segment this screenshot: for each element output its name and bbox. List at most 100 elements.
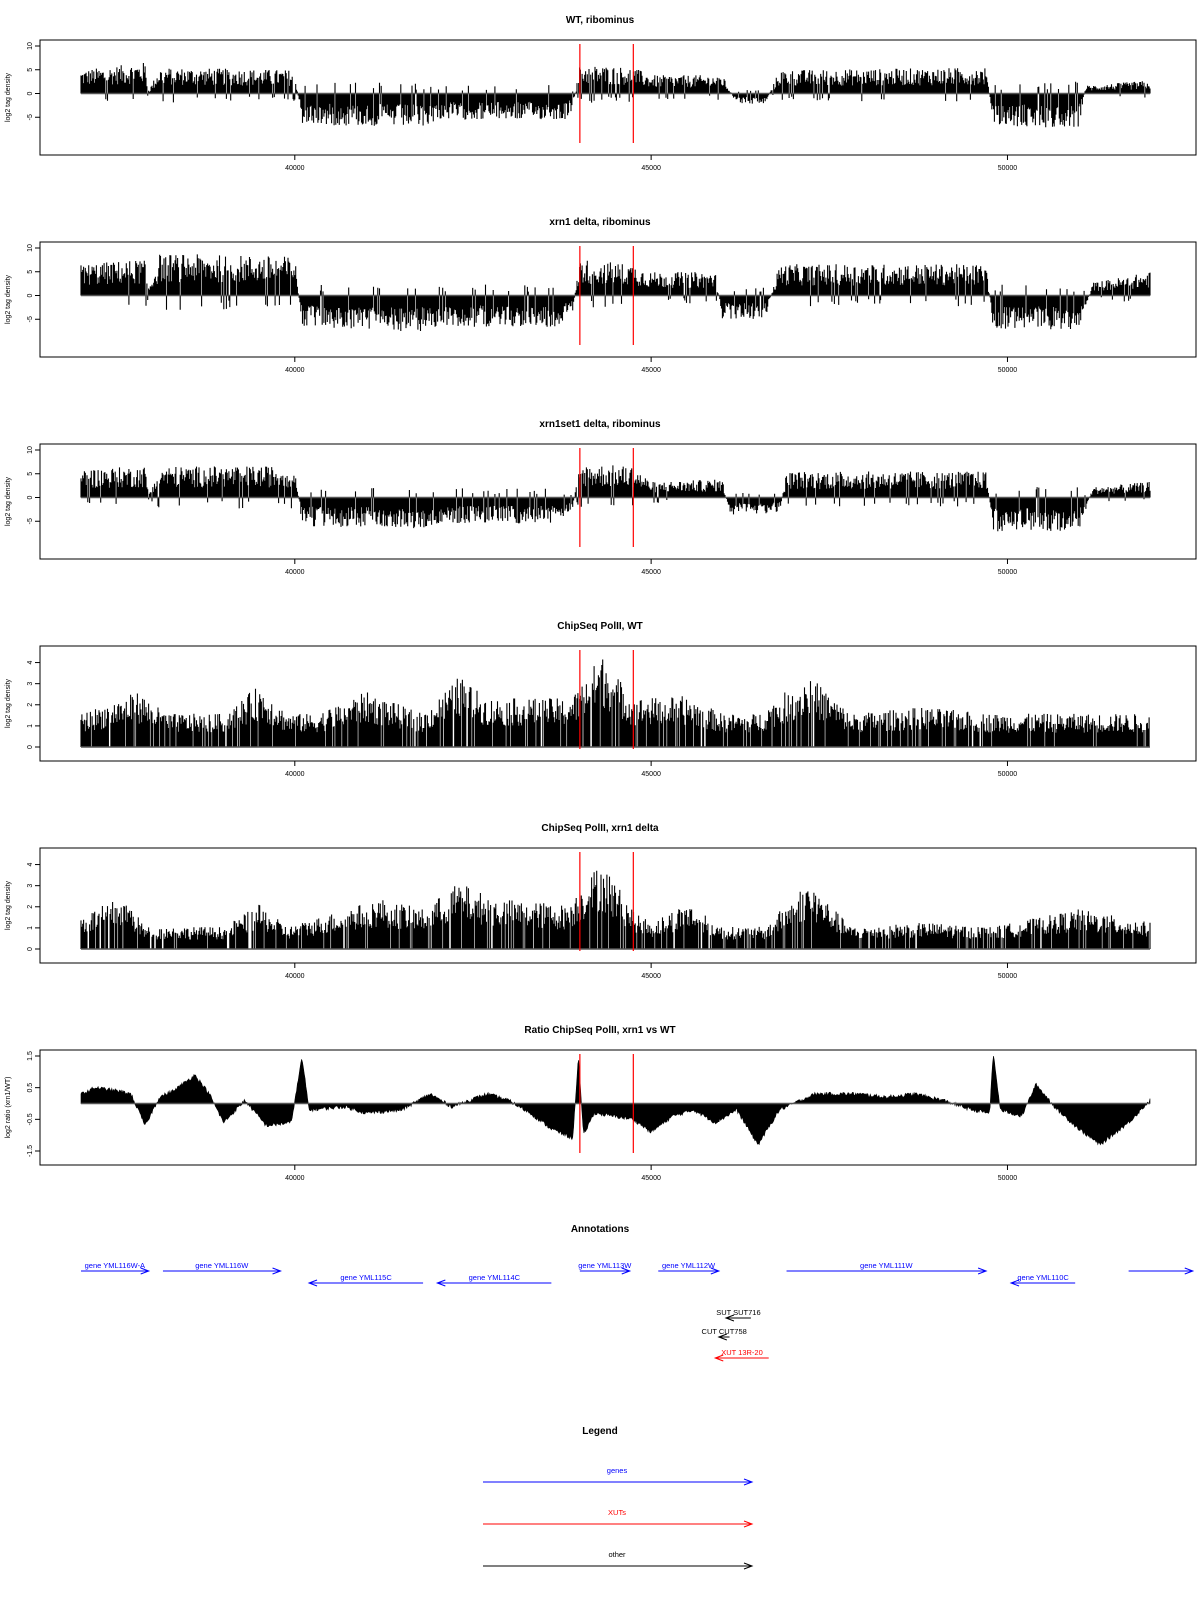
density-bars xyxy=(80,659,1150,747)
legend-label: XUTs xyxy=(608,1508,626,1517)
arrow-head xyxy=(307,1279,318,1287)
x-tick-label: 50000 xyxy=(998,1175,1018,1182)
series-bars xyxy=(80,1055,1151,1146)
y-tick-label: 3 xyxy=(27,884,34,888)
y-tick-label: 4 xyxy=(27,863,34,867)
plot-frame xyxy=(39,645,1197,762)
annotation-other: SUT SUT716 xyxy=(716,1308,761,1322)
y-tick-label: 10 xyxy=(27,42,34,50)
annotation-label: gene YML111W xyxy=(860,1261,913,1270)
series-bars xyxy=(80,659,1150,747)
ratio-area xyxy=(80,1055,1151,1146)
y-tick-label: 0 xyxy=(27,495,34,499)
x-tick-label: 40000 xyxy=(285,771,305,778)
x-tick-label: 40000 xyxy=(285,569,305,576)
y-tick-label: 5 xyxy=(27,270,34,274)
annotations-panel: Annotations gene YML116W-A gene YML116Wge… xyxy=(81,1224,1195,1362)
panel-title: ChipSeq PolII, WT xyxy=(557,621,643,632)
annotation-label: gene YML116W-A xyxy=(85,1261,145,1270)
annotation-gene: gene YML112W xyxy=(658,1261,721,1275)
y-tick-label: 0 xyxy=(27,745,34,749)
y-axis-label: log2 tag density xyxy=(5,678,12,728)
legend-label: genes xyxy=(607,1466,628,1475)
panel-wt: WT, ribominus log2 tag density -5 0 5 10 40000… xyxy=(5,15,1197,172)
legend-title: Legend xyxy=(582,1426,618,1437)
panel-xrn1set1: xrn1set1 delta, ribominus log2 tag densit… xyxy=(5,419,1197,576)
legend-entries: genes XUTs other xyxy=(483,1466,754,1570)
y-tick-label: 1 xyxy=(27,724,34,728)
annotation-label: gene YML114C xyxy=(469,1273,521,1282)
arrow-head xyxy=(1009,1279,1020,1287)
plot-frame xyxy=(39,39,1197,156)
annotation-gene: gene YML115C xyxy=(307,1273,424,1287)
plot-frame xyxy=(39,1049,1197,1166)
arrow-head xyxy=(710,1267,721,1275)
annotation-label: gene YML113W xyxy=(578,1261,632,1270)
y-tick-label: 0 xyxy=(27,91,34,95)
arrow-head xyxy=(743,1478,754,1486)
y-tick-label: 4 xyxy=(27,661,34,665)
x-tick-label: 45000 xyxy=(641,165,661,172)
annotation-label: XUT 13R-20 xyxy=(721,1348,763,1357)
annotation-gene: gene YML113W xyxy=(578,1261,632,1275)
y-tick-label: 3 xyxy=(27,682,34,686)
panel-title: Ratio ChipSeq PolII, xrn1 vs WT xyxy=(524,1025,675,1036)
annotation-label: gene YML115C xyxy=(340,1273,392,1282)
y-tick-label: 1 xyxy=(27,926,34,930)
legend-entry-other: other xyxy=(483,1550,754,1570)
panel-title: WT, ribominus xyxy=(566,15,635,26)
arrow-head xyxy=(713,1354,724,1362)
arrow-head xyxy=(1184,1267,1195,1275)
x-tick-label: 40000 xyxy=(285,1175,305,1182)
x-tick-label: 50000 xyxy=(998,973,1018,980)
panel-title: xrn1set1 delta, ribominus xyxy=(539,419,661,430)
arrow-head xyxy=(621,1267,632,1275)
annotation-gene: gene YML111W xyxy=(786,1261,988,1275)
panel-ratio: Ratio ChipSeq PolII, xrn1 vs WT log2 rati… xyxy=(5,1025,1197,1182)
y-tick-label: 2 xyxy=(27,703,34,707)
plot-frame xyxy=(39,847,1197,964)
series-bars xyxy=(80,63,1151,128)
arrow-head xyxy=(140,1267,151,1275)
annotation-gene xyxy=(1128,1267,1195,1275)
y-axis-label: log2 tag density xyxy=(5,880,12,930)
annotations-title: Annotations xyxy=(571,1224,630,1235)
series-bars xyxy=(80,870,1151,949)
y-tick-label: 5 xyxy=(27,472,34,476)
arrow-head xyxy=(743,1562,754,1570)
density-bars xyxy=(80,465,1151,532)
annotation-label: CUT CUT758 xyxy=(702,1327,747,1336)
y-tick-label: 0 xyxy=(27,947,34,951)
legend-entry-gene: genes xyxy=(483,1466,754,1486)
annotation-gene: gene YML116W-A xyxy=(81,1261,151,1275)
panel-title: xrn1 delta, ribominus xyxy=(549,217,651,228)
x-tick-label: 50000 xyxy=(998,771,1018,778)
y-axis-label: log2 tag density xyxy=(5,72,12,122)
y-tick-label: 2 xyxy=(27,905,34,909)
x-tick-label: 45000 xyxy=(641,569,661,576)
panel-xrn1: xrn1 delta, ribominus log2 tag density -5 0… xyxy=(5,217,1197,374)
y-tick-label: 10 xyxy=(27,244,34,252)
arrow-head xyxy=(724,1314,735,1322)
annotation-label: SUT SUT716 xyxy=(716,1308,760,1317)
legend-panel: Legend genes XUTs other xyxy=(483,1426,754,1570)
y-tick-label: 1.5 xyxy=(27,1051,34,1061)
y-tick-label: -5 xyxy=(27,316,34,322)
y-tick-label: -5 xyxy=(27,114,34,120)
panel-title: ChipSeq PolII, xrn1 delta xyxy=(541,823,659,834)
x-tick-label: 40000 xyxy=(285,367,305,374)
annotation-tracks: gene YML116W-A gene YML116W gene YML115C ge… xyxy=(81,1261,1195,1362)
arrow-head xyxy=(272,1267,282,1275)
arrow-head xyxy=(977,1267,988,1275)
series-bars xyxy=(80,465,1151,532)
annotation-label: gene YML110C xyxy=(1017,1273,1069,1282)
annotation-label: gene YML116W xyxy=(195,1261,249,1270)
x-tick-label: 50000 xyxy=(998,165,1018,172)
density-bars xyxy=(80,254,1151,331)
y-tick-label: -5 xyxy=(27,518,34,524)
y-axis-label: log2 tag density xyxy=(5,274,12,324)
y-tick-label: -1.5 xyxy=(27,1145,34,1157)
y-axis-label: log2 tag density xyxy=(5,476,12,526)
